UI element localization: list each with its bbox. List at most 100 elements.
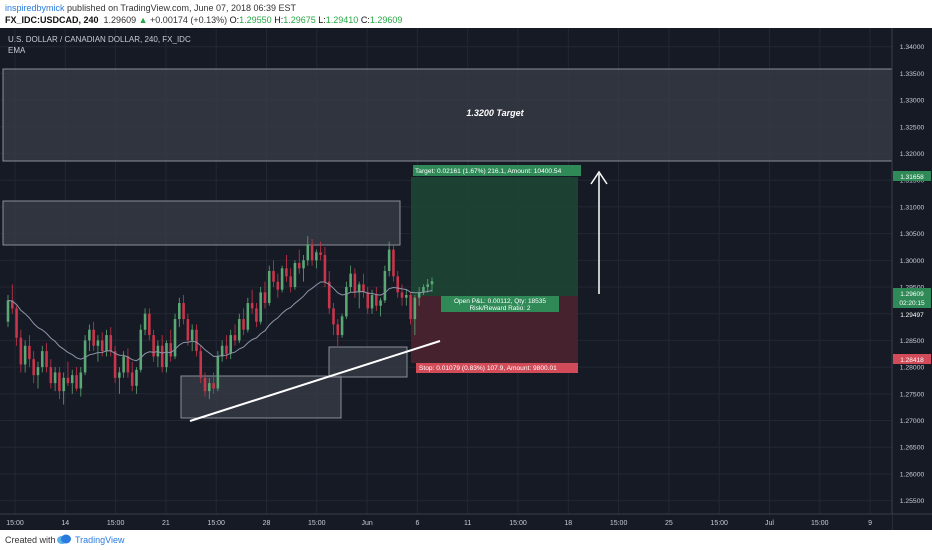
candle xyxy=(405,289,408,306)
target-area xyxy=(411,177,578,296)
candle xyxy=(319,241,322,261)
candle xyxy=(195,324,198,357)
candle xyxy=(289,268,292,293)
time-tick-label: 15:00 xyxy=(6,520,24,527)
candle xyxy=(118,367,121,394)
candle xyxy=(246,297,250,333)
candle xyxy=(345,281,348,320)
candle xyxy=(297,249,301,274)
candle xyxy=(203,372,207,397)
target-zone xyxy=(2,68,893,162)
time-tick-label: Jun xyxy=(361,520,372,527)
price-tick-label: 1.25500 xyxy=(900,498,925,505)
candle xyxy=(216,351,220,392)
candle xyxy=(375,287,378,312)
candle xyxy=(40,345,44,373)
price-tick-label: 1.30000 xyxy=(900,258,925,265)
candle xyxy=(178,297,181,328)
candle xyxy=(255,303,258,328)
high-value: 1.29675 xyxy=(283,15,316,25)
change-arrow-icon: ▲ xyxy=(138,15,148,25)
trendline[interactable] xyxy=(189,340,441,422)
candle xyxy=(190,324,194,352)
candle xyxy=(79,367,83,397)
time-tick-label: 21 xyxy=(162,520,170,527)
candle xyxy=(113,345,117,384)
candle xyxy=(366,287,370,314)
candle xyxy=(267,265,271,306)
candle xyxy=(6,295,10,328)
time-tick-label: 15:00 xyxy=(610,520,628,527)
countdown-text: 02:20:15 xyxy=(899,300,925,307)
candle xyxy=(88,324,91,352)
candle xyxy=(36,361,40,389)
publish-info: inspiredbymick published on TradingView.… xyxy=(5,3,296,13)
candle xyxy=(49,359,53,389)
target-arrow-head xyxy=(590,170,608,185)
candle xyxy=(182,295,185,325)
candle xyxy=(23,340,27,373)
price-tick-label: 1.33000 xyxy=(900,98,925,105)
candle xyxy=(430,277,434,292)
candle xyxy=(126,348,130,378)
candle xyxy=(237,313,241,344)
candle xyxy=(310,238,314,266)
candle xyxy=(173,313,177,360)
price-axis[interactable] xyxy=(892,28,932,530)
chart-area[interactable]: 1.3200 Target Target: 0.02161 (1.67%) 21… xyxy=(0,28,932,530)
candle xyxy=(332,303,335,336)
time-axis[interactable] xyxy=(0,514,892,530)
candle xyxy=(66,361,70,386)
time-tick-label: 11 xyxy=(464,520,471,527)
candle xyxy=(165,340,168,373)
time-tick-label: Jul xyxy=(765,520,774,527)
candle xyxy=(293,260,297,290)
candle xyxy=(92,321,95,352)
demand-zone-low xyxy=(180,375,342,419)
symbol-label: FX_IDC:USDCAD, 240 xyxy=(5,15,99,25)
author-link[interactable]: inspiredbymick xyxy=(5,3,65,13)
candle xyxy=(327,271,331,314)
time-tick-label: 28 xyxy=(263,520,271,527)
candle xyxy=(105,329,108,357)
indicator-label[interactable]: EMA xyxy=(8,46,26,55)
candle xyxy=(340,313,344,338)
candle xyxy=(160,335,164,373)
tradingview-brand[interactable]: TradingView xyxy=(75,535,125,545)
time-tick-label: 6 xyxy=(415,520,419,527)
candle xyxy=(199,345,203,384)
time-axis-ticks: 15:00 14 15:00 21 15:00 28 15:00 Jun 6 11 15:00 18 1… xyxy=(6,520,872,527)
target-price-badge xyxy=(893,171,931,181)
price-change: +0.00174 (+0.13%) xyxy=(150,15,228,25)
candle xyxy=(15,305,18,346)
price-tick-label: 1.26500 xyxy=(900,445,925,452)
candle xyxy=(306,236,310,266)
time-tick-label: 9 xyxy=(868,520,872,527)
candle xyxy=(143,308,147,336)
publish-text: published on TradingView.com, June 07, 2… xyxy=(67,3,297,13)
candle xyxy=(62,372,65,405)
price-tick-label: 1.33500 xyxy=(900,71,925,78)
price-tick-label: 1.31500 xyxy=(900,178,925,185)
price-chart[interactable]: 1.3200 Target Target: 0.02161 (1.67%) 21… xyxy=(0,28,932,530)
candle xyxy=(400,284,404,306)
candle xyxy=(242,308,245,336)
candle xyxy=(276,273,280,298)
price-tick-label: 1.27500 xyxy=(900,391,925,398)
candle xyxy=(362,273,365,298)
resistance-zone xyxy=(2,200,401,246)
candle xyxy=(32,351,35,384)
tradingview-cloud-icon xyxy=(57,534,71,544)
candle xyxy=(208,377,211,400)
target-price-text: 1.31658 xyxy=(900,174,924,181)
open-label: O: xyxy=(229,15,240,25)
target-zone-label: 1.3200 Target xyxy=(466,108,524,118)
candle xyxy=(422,284,425,296)
candle xyxy=(19,329,23,373)
candle xyxy=(45,343,48,373)
candle xyxy=(379,297,382,317)
ema-price-text: 1.29497 xyxy=(900,312,924,319)
current-price-badge xyxy=(893,288,931,308)
price-tick-label: 1.27000 xyxy=(900,418,925,425)
high-label: H: xyxy=(274,15,284,25)
